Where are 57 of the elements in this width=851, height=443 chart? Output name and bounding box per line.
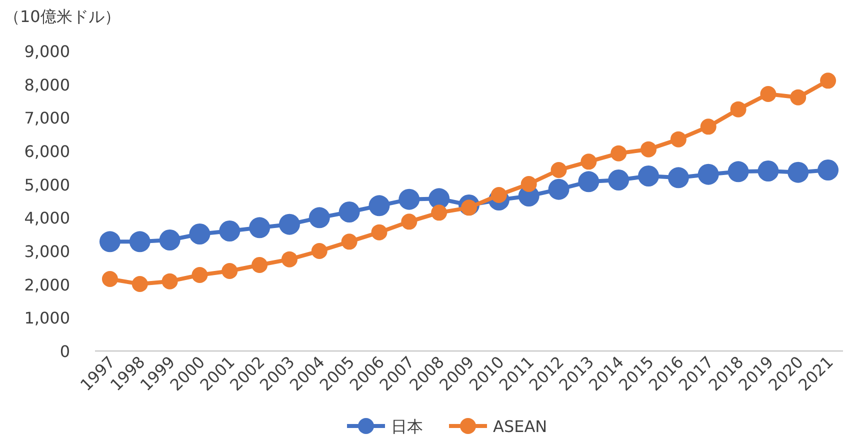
- point: [401, 214, 418, 230]
- point: [162, 273, 178, 290]
- point: [368, 195, 390, 216]
- point: [398, 188, 420, 210]
- legend-label: ASEAN: [493, 417, 548, 436]
- point: [311, 243, 328, 259]
- point: [371, 224, 388, 240]
- point: [281, 251, 298, 268]
- point: [189, 224, 210, 244]
- y-tick-label: 9,000: [24, 42, 70, 61]
- point: [638, 166, 660, 186]
- point: [728, 161, 749, 182]
- y-axis-title: （10億米ドル）: [4, 7, 120, 26]
- y-tick-label: 3,000: [24, 242, 70, 261]
- point: [550, 162, 567, 178]
- point: [99, 231, 120, 252]
- point: [102, 271, 118, 287]
- point: [520, 176, 537, 192]
- point: [222, 263, 238, 279]
- point: [640, 141, 657, 158]
- point: [758, 160, 779, 182]
- point: [670, 131, 686, 148]
- point: [308, 207, 330, 228]
- legend-label: 日本: [391, 417, 423, 436]
- y-tick-label: 0: [60, 342, 70, 361]
- point: [730, 101, 746, 118]
- point: [760, 86, 776, 102]
- y-tick-label: 2,000: [24, 275, 70, 294]
- point: [338, 202, 360, 222]
- point: [700, 118, 716, 135]
- y-tick-label: 8,000: [24, 75, 70, 94]
- point: [249, 217, 270, 238]
- point: [610, 145, 627, 162]
- point: [159, 230, 180, 250]
- y-tick-label: 4,000: [24, 208, 70, 228]
- y-tick-label: 1,000: [24, 308, 70, 328]
- point: [820, 72, 836, 89]
- point: [698, 164, 719, 185]
- point: [132, 276, 148, 292]
- y-tick-label: 5,000: [24, 175, 70, 194]
- point: [278, 214, 300, 235]
- point: [219, 220, 240, 242]
- point: [578, 171, 600, 192]
- y-tick-label: 6,000: [24, 142, 70, 161]
- point: [790, 89, 806, 106]
- y-tick-label: 7,000: [24, 108, 70, 128]
- point: [192, 267, 208, 283]
- point: [341, 234, 358, 250]
- point: [818, 160, 839, 180]
- point: [431, 204, 448, 221]
- point: [608, 170, 630, 190]
- point: [668, 167, 689, 188]
- point: [580, 154, 597, 170]
- point: [129, 231, 150, 252]
- point: [252, 257, 268, 273]
- point: [788, 162, 809, 183]
- point: [548, 178, 570, 200]
